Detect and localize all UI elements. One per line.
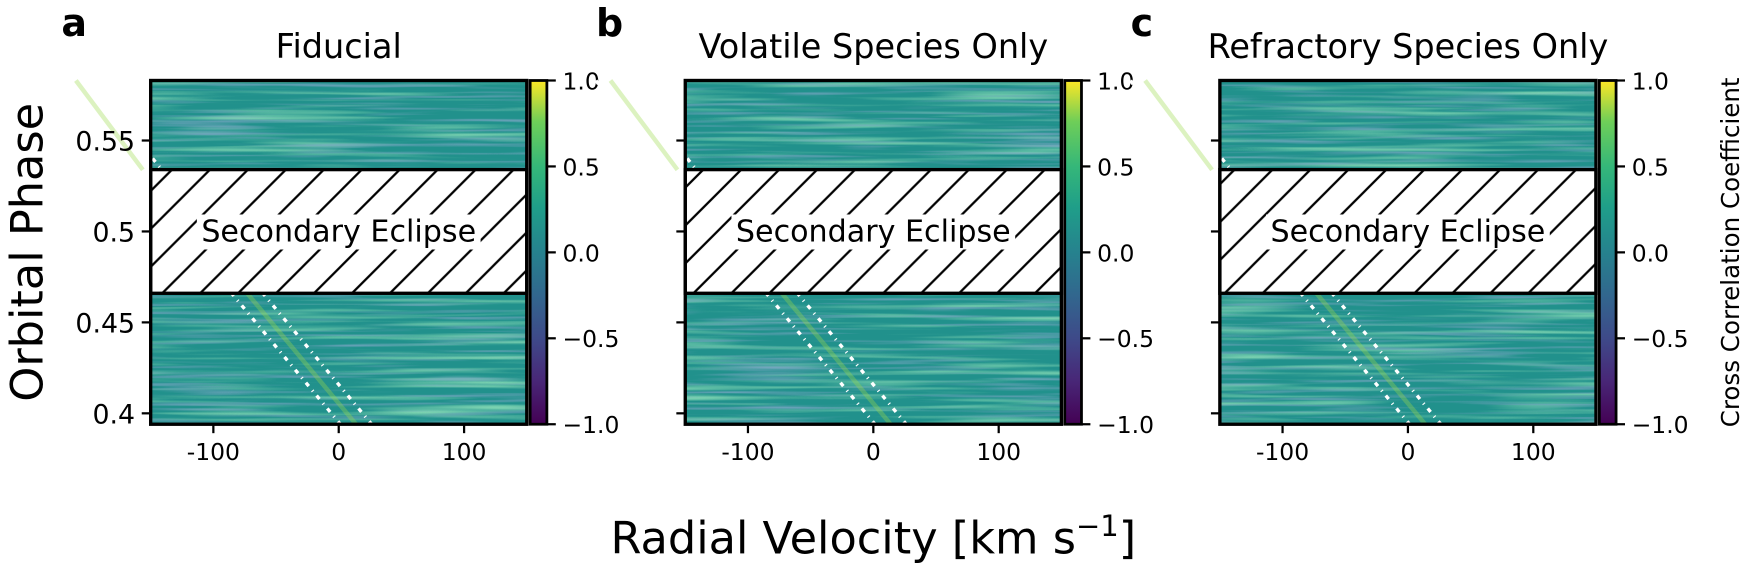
panel-letter: b: [596, 1, 623, 45]
colorbar-tick-label: −1.0: [562, 411, 619, 439]
panel-letter: a: [61, 1, 87, 45]
colorbar-tick-label: −0.5: [562, 325, 619, 353]
colorbar-tick-label: 1.0: [562, 67, 599, 95]
panel: Secondary Eclipse -100 0 100 0.4 0.45 0.5 0.55 −…: [1, 1, 619, 466]
x-tick-label: 100: [442, 438, 487, 466]
colorbar-tick-label: 0.0: [562, 239, 599, 267]
x-tick-label: 0: [331, 438, 346, 466]
colorbar-tick-label: 0.0: [1632, 239, 1669, 267]
x-axis-label: Radial Velocity [km s−1]: [611, 509, 1137, 565]
x-tick-label: -100: [1256, 438, 1309, 466]
colorbar-tick-label: 0.5: [1632, 153, 1669, 181]
y-tick-label: 0.55: [75, 127, 135, 158]
colorbar-label: Cross Correlation Coefficient: [1716, 77, 1745, 427]
panel-title: Volatile Species Only: [699, 27, 1049, 66]
colorbar: [1063, 79, 1083, 426]
annotation: Secondary Eclipse: [736, 214, 1011, 249]
colorbar-tick-label: 0.5: [562, 153, 599, 181]
colorbar-tick-label: −0.5: [1097, 325, 1154, 353]
panel-title: Fiducial: [276, 27, 402, 66]
x-tick-label: 100: [1511, 438, 1556, 466]
x-axis-label-end: ]: [1119, 513, 1136, 565]
colorbar-tick-label: −1.0: [1097, 411, 1154, 439]
annotation: Secondary Eclipse: [201, 214, 476, 249]
colorbar-tick-label: −1.0: [1632, 411, 1689, 439]
colorbar-tick-label: 1.0: [1632, 67, 1669, 95]
x-tick-label: 0: [866, 438, 881, 466]
annotation-background: [1266, 214, 1550, 250]
y-tick-label: 0.45: [75, 308, 135, 339]
colorbar: [528, 79, 549, 426]
x-tick-label: 100: [976, 438, 1021, 466]
y-tick-label: 0.4: [92, 399, 135, 430]
panel: Secondary Eclipse -100 0 100 −1.0 −0.5 0.0 0.5 1…: [1128, 1, 1745, 466]
y-tick-label: 0.5: [92, 217, 135, 248]
x-tick-label: -100: [187, 438, 240, 466]
colorbar-tick-label: −0.5: [1632, 325, 1689, 353]
colorbar: [1597, 79, 1618, 426]
x-tick-label: -100: [721, 438, 774, 466]
y-axis-label: Orbital Phase: [1, 103, 53, 402]
colorbar-tick-label: 0.5: [1097, 153, 1134, 181]
panel-title: Refractory Species Only: [1208, 27, 1609, 66]
colorbar-tick-label: 0.0: [1097, 239, 1134, 267]
x-axis-label-main: Radial Velocity [km s: [611, 513, 1076, 565]
x-axis-label-superscript: −1: [1076, 509, 1119, 543]
annotation: Secondary Eclipse: [1271, 214, 1546, 249]
annotation-background: [731, 214, 1016, 250]
colorbar-tick-label: 1.0: [1097, 67, 1134, 95]
annotation-background: [196, 214, 481, 250]
x-tick-label: 0: [1400, 438, 1415, 466]
panel-letter: c: [1131, 1, 1154, 45]
panel: Secondary Eclipse -100 0 100 −1.0 −0.5 0.0 0.5 1…: [594, 1, 1154, 565]
